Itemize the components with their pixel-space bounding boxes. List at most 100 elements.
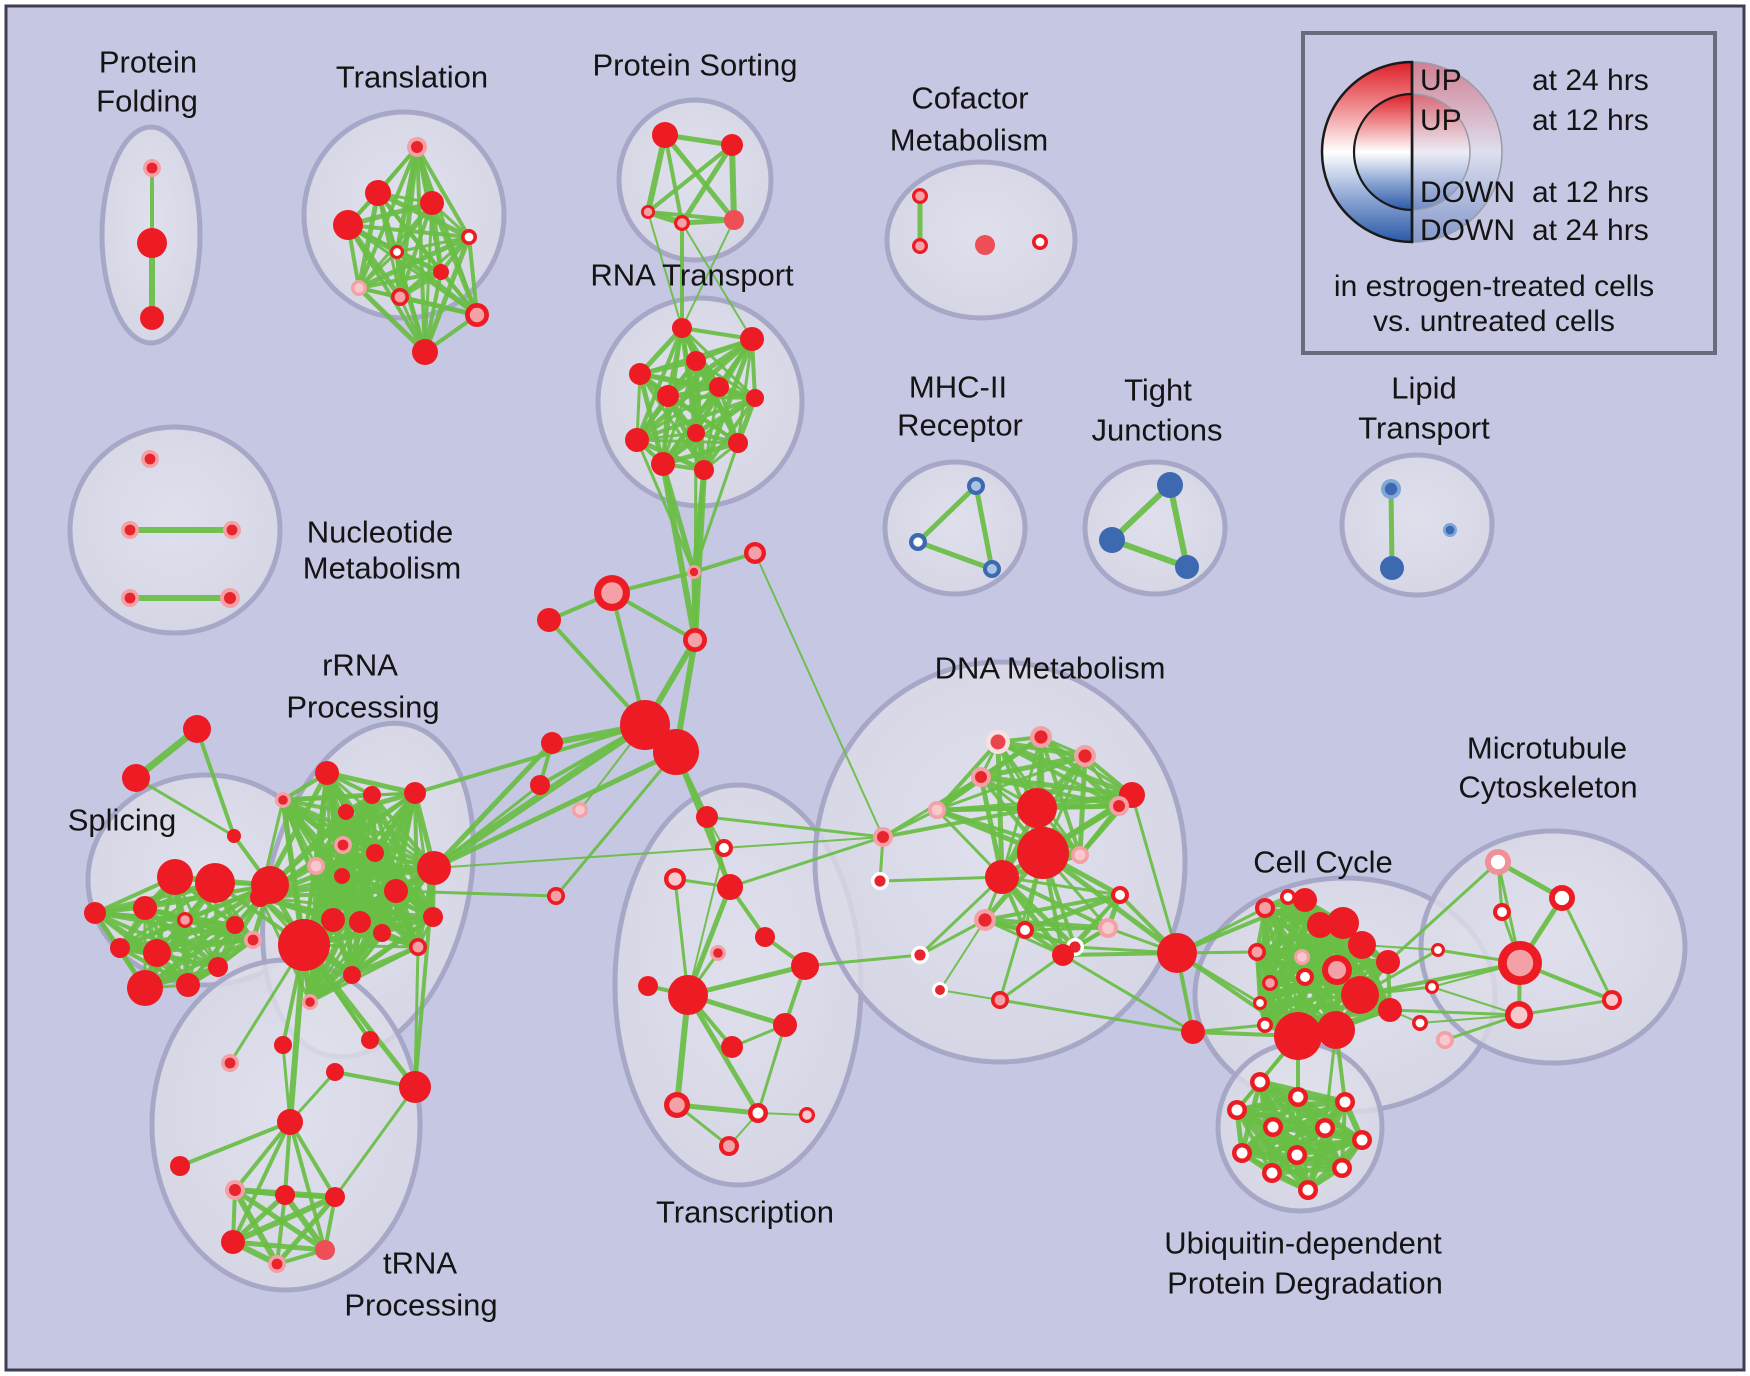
legend-direction-label: DOWN (1420, 214, 1515, 247)
network-node (321, 908, 345, 932)
network-node (1293, 888, 1317, 912)
network-node (1485, 849, 1511, 875)
node-core-12h (1497, 907, 1507, 917)
node-core-12h (1506, 949, 1534, 977)
network-node (1332, 1158, 1352, 1178)
network-node (638, 976, 658, 996)
network-node (137, 228, 167, 258)
network-node (1341, 976, 1379, 1014)
network-node (1109, 796, 1129, 816)
node-core-12h (1554, 890, 1570, 906)
node-core-12h (469, 307, 485, 323)
network-edge (660, 440, 741, 467)
network-edge (429, 200, 480, 318)
node-core-12h (1035, 237, 1045, 247)
node-core-12h (405, 1077, 425, 1097)
network-edge (1000, 875, 1122, 897)
network-node (530, 775, 550, 795)
network-node (157, 859, 193, 895)
node-core-12h (935, 985, 945, 995)
node-core-12h (354, 283, 364, 293)
network-node (334, 868, 350, 884)
node-core-12h (411, 141, 423, 153)
network-node (361, 1031, 379, 1049)
node-core-12h (690, 427, 702, 439)
network-edge (288, 1120, 327, 1252)
cluster-ellipse-microtubule-cytoskeleton (1418, 828, 1688, 1066)
node-core-12h (271, 1258, 283, 1270)
network-node (668, 975, 708, 1015)
network-node (696, 806, 718, 828)
cluster-ellipse-mhc-ii-receptor (882, 459, 1028, 597)
network-node (724, 210, 744, 230)
cluster-label: Cofactor (911, 81, 1028, 116)
network-edge (1263, 960, 1390, 1027)
network-edge (635, 396, 757, 442)
network-edge (663, 133, 684, 225)
network-node (84, 902, 106, 924)
network-node (687, 565, 701, 579)
node-core-12h (212, 961, 224, 973)
network-node (1322, 955, 1352, 985)
network-node (1288, 1087, 1308, 1107)
network-node (664, 868, 686, 890)
network-edge (973, 483, 995, 572)
network-node (143, 939, 171, 967)
node-core-12h (1260, 1020, 1270, 1030)
node-core-12h (802, 1110, 812, 1120)
network-edge (881, 808, 939, 839)
node-core-12h (1353, 936, 1371, 954)
network-node (1335, 1092, 1355, 1112)
network-edge (1038, 734, 1122, 809)
node-core-12h (722, 879, 738, 895)
node-core-12h (1231, 1104, 1243, 1116)
network-node (537, 608, 561, 632)
network-node (1498, 941, 1542, 985)
cluster-label: Nucleotide (307, 515, 453, 550)
network-edge (92, 880, 218, 916)
network-node (1493, 903, 1511, 921)
network-node (122, 764, 150, 792)
network-node (664, 1092, 690, 1118)
network-edge (1388, 1008, 1521, 1017)
network-node (1443, 523, 1457, 537)
network-node (433, 264, 449, 280)
network-node (909, 533, 927, 551)
node-core-12h (247, 934, 259, 946)
network-edge (1286, 895, 1338, 1032)
network-node (176, 973, 200, 997)
node-core-12h (777, 1017, 793, 1033)
network-edge (1269, 1165, 1345, 1176)
node-core-12h (1162, 477, 1178, 493)
network-node (404, 782, 426, 804)
network-node (1111, 886, 1129, 904)
node-core-12h (744, 331, 760, 347)
network-node (912, 238, 928, 254)
network-node (465, 303, 489, 327)
network-node (1017, 827, 1069, 879)
legend-direction-label: DOWN (1420, 176, 1515, 209)
node-core-12h (1292, 1091, 1304, 1103)
network-node (710, 945, 726, 961)
node-core-12h (353, 915, 367, 929)
cluster-label: RNA Transport (590, 258, 794, 293)
node-core-12h (277, 1039, 289, 1051)
node-core-12h (994, 994, 1006, 1006)
network-edge (687, 847, 725, 996)
network-node (1274, 1012, 1322, 1060)
network-node (127, 970, 163, 1006)
node-core-12h (914, 949, 926, 961)
network-node (1376, 950, 1400, 974)
cluster-label: Processing (344, 1288, 497, 1323)
network-edge (423, 270, 443, 354)
node-core-12h (423, 857, 445, 879)
network-edge (681, 219, 735, 329)
network-node (652, 122, 678, 148)
network-edge (978, 774, 1135, 798)
network-edge (1388, 486, 1395, 571)
network-edge (1109, 482, 1173, 543)
network-node (1175, 555, 1199, 579)
node-core-12h (877, 831, 889, 843)
node-core-12h (329, 1191, 341, 1203)
node-core-12h (1445, 525, 1455, 535)
